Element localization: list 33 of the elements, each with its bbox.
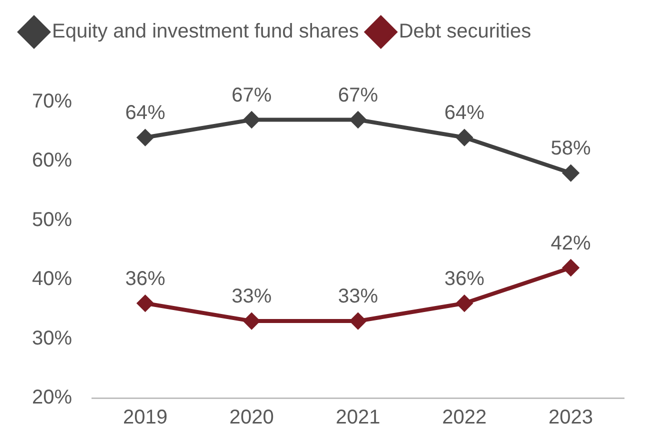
y-tick-label: 60%: [32, 150, 72, 172]
point: [137, 130, 154, 146]
point: [562, 260, 579, 276]
point: [456, 130, 472, 146]
point: [350, 313, 366, 330]
x-tick-label: 2022: [442, 406, 487, 429]
data-label: 33%: [338, 286, 378, 308]
point: [562, 165, 579, 182]
x-tick-label: 2021: [336, 406, 380, 429]
y-tick-label: 20%: [32, 386, 72, 409]
y-tick-label: 70%: [32, 90, 72, 113]
data-label: 67%: [338, 84, 378, 106]
y-tick-label: 50%: [32, 208, 72, 231]
legend-label: Equity and investment fund shares: [52, 20, 359, 43]
point: [456, 295, 472, 312]
data-label: 36%: [125, 268, 166, 290]
data-label: 67%: [232, 84, 272, 106]
x-tick-label: 2019: [122, 406, 168, 429]
y-tick-label: 30%: [32, 327, 72, 350]
x-tick-label: 2020: [229, 406, 274, 429]
data-label: 33%: [232, 286, 272, 308]
point: [244, 313, 260, 330]
data-label: 58%: [550, 138, 592, 160]
point: [137, 295, 154, 312]
x-tick-label: 2023: [548, 406, 594, 429]
point: [244, 112, 260, 128]
data-label: 64%: [444, 102, 485, 124]
data-label: 36%: [444, 268, 485, 290]
point: [350, 112, 366, 128]
legend-label: Debt securities: [398, 20, 532, 43]
data-label: 64%: [125, 102, 166, 124]
y-tick-label: 40%: [32, 268, 72, 290]
data-label: 42%: [550, 232, 592, 254]
